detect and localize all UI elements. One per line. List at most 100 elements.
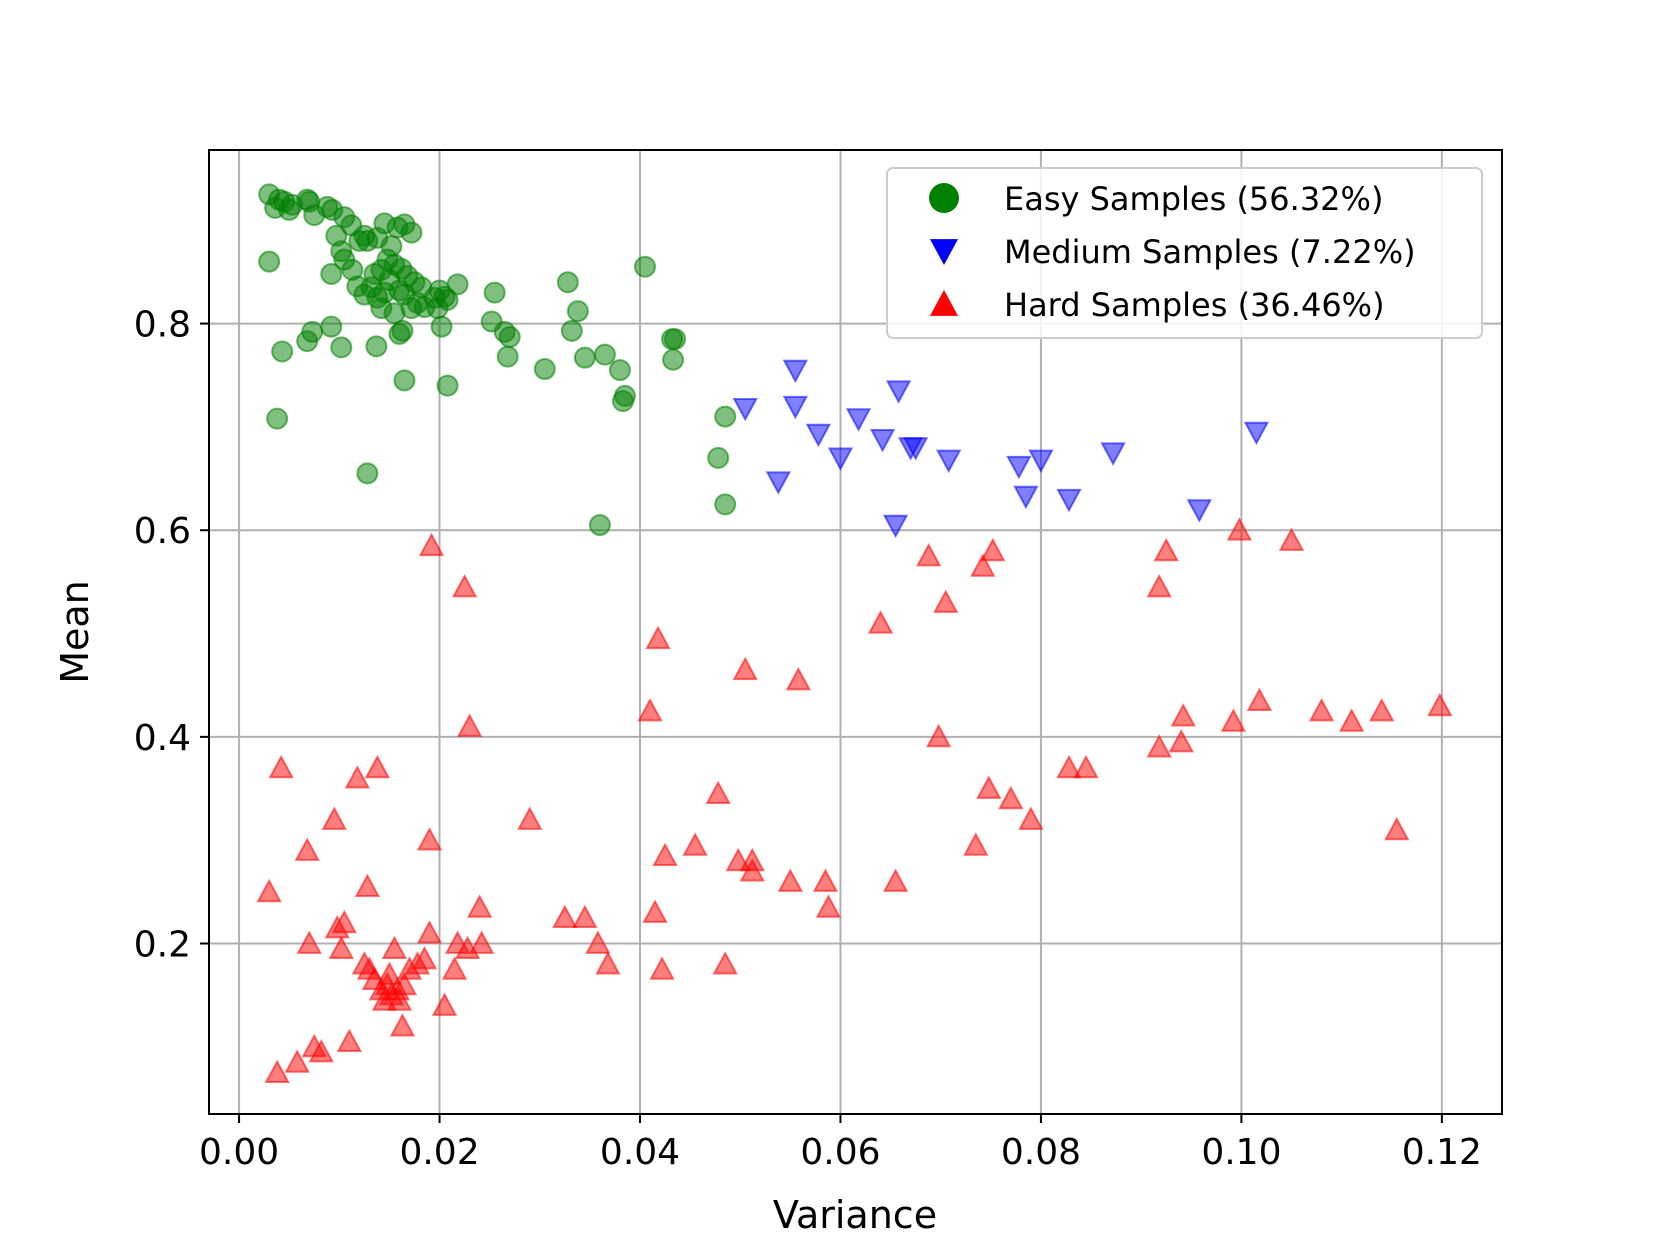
data-points xyxy=(256,183,1453,1084)
hard-sample-point xyxy=(468,930,495,954)
medium-sample-point xyxy=(902,437,929,461)
y-tick-label: 0.8 xyxy=(134,305,191,346)
x-tick-label: 0.02 xyxy=(399,1132,479,1173)
hard-sample-point xyxy=(389,1013,416,1037)
easy-sample-point xyxy=(714,493,737,516)
y-axis-ticks: 0.2 0.4 0.6 0.8 xyxy=(134,305,209,966)
hard-sample-point xyxy=(1226,517,1253,541)
legend-marker-hard xyxy=(930,290,958,316)
hard-sample-point xyxy=(431,992,458,1016)
medium-sample-point xyxy=(1243,421,1270,446)
legend-label-hard: Hard Samples (36.46%) xyxy=(1004,286,1385,324)
medium-sample-point xyxy=(1013,485,1039,510)
x-tick-label: 0.10 xyxy=(1201,1132,1281,1173)
easy-sample-point xyxy=(556,271,579,294)
easy-sample-point xyxy=(430,315,453,338)
axes-frame xyxy=(208,149,1503,1115)
x-tick-label: 0.12 xyxy=(1402,1132,1482,1173)
hard-sample-point xyxy=(1146,573,1172,598)
medium-sample-point xyxy=(827,447,854,472)
hard-sample-point xyxy=(980,537,1006,562)
hard-sample-point xyxy=(976,775,1002,799)
hard-sample-point xyxy=(1220,708,1247,732)
medium-sample-point xyxy=(1028,449,1054,474)
x-tick-label: 0.08 xyxy=(1001,1132,1081,1173)
hard-sample-point xyxy=(812,868,839,892)
x-tick-label: 0.04 xyxy=(600,1132,680,1173)
hard-sample-point xyxy=(998,785,1024,810)
hard-sample-point xyxy=(418,532,445,557)
medium-sample-point xyxy=(782,359,809,384)
hard-sample-point xyxy=(732,656,758,681)
easy-sample-point xyxy=(634,255,657,278)
medium-sample-point xyxy=(1006,455,1032,480)
y-tick-label: 0.6 xyxy=(134,511,191,552)
hard-sample-point xyxy=(331,909,357,934)
hard-sample-point xyxy=(256,878,282,903)
hard-sample-point xyxy=(649,956,675,980)
hard-sample-point xyxy=(1369,697,1395,722)
hard-sample-point xyxy=(321,806,347,830)
hard-sample-point xyxy=(336,1028,363,1053)
hard-sample-point xyxy=(308,1038,334,1063)
hard-sample-point xyxy=(682,832,708,856)
hard-sample-point xyxy=(466,894,493,918)
medium-sample-point xyxy=(732,397,758,422)
hard-sample-point xyxy=(705,780,731,805)
hard-sample-point xyxy=(926,723,952,748)
hard-sample-point xyxy=(1073,754,1099,779)
hard-sample-point xyxy=(815,894,842,918)
hard-sample-point xyxy=(652,842,678,867)
hard-sample-point xyxy=(344,765,371,789)
hard-sample-point xyxy=(264,1059,290,1084)
easy-sample-point xyxy=(483,281,506,304)
hard-sample-point xyxy=(642,899,668,923)
hard-sample-point xyxy=(364,754,391,779)
hard-sample-point xyxy=(1168,728,1194,753)
hard-sample-point xyxy=(1427,692,1453,717)
hard-sample-point xyxy=(970,553,996,577)
hard-sample-point xyxy=(867,610,894,634)
hard-sample-point xyxy=(785,666,812,691)
medium-sample-point xyxy=(1100,442,1126,466)
y-tick-label: 0.2 xyxy=(134,925,191,966)
easy-sample-point xyxy=(714,405,737,428)
medium-sample-point xyxy=(805,423,832,448)
hard-sample-point xyxy=(712,951,738,975)
hard-sample-point xyxy=(386,987,413,1011)
easy-sample-point xyxy=(330,336,353,359)
easy-sample-point xyxy=(593,343,616,366)
easy-sample-point xyxy=(301,320,324,343)
medium-sample-point xyxy=(765,471,791,495)
legend-label-medium: Medium Samples (7.22%) xyxy=(1004,233,1416,271)
hard-sample-point xyxy=(1018,806,1044,830)
hard-sample-point xyxy=(777,868,804,892)
hard-sample-point xyxy=(637,697,663,722)
medium-sample-point xyxy=(1186,499,1212,523)
easy-sample-point xyxy=(271,340,294,363)
hard-sample-point xyxy=(1308,697,1335,722)
easy-sample-point xyxy=(498,326,521,349)
easy-sample-point xyxy=(566,300,589,323)
hard-sample-point xyxy=(1338,708,1365,732)
x-axis-ticks: 0.00 0.02 0.04 0.06 0.08 0.10 0.12 xyxy=(199,1114,1482,1173)
hard-sample-point xyxy=(1170,703,1196,727)
hard-sample-point xyxy=(294,837,320,861)
hard-sample-point xyxy=(1146,734,1172,758)
hard-sample-point xyxy=(328,935,354,960)
easy-sample-point xyxy=(333,248,356,271)
hard-sample-point xyxy=(456,713,483,737)
medium-sample-point xyxy=(845,408,872,432)
hard-sample-point xyxy=(284,1049,310,1073)
easy-sample-point xyxy=(320,315,343,338)
easy-sample-point xyxy=(320,262,343,285)
medium-sample-point xyxy=(885,380,912,404)
easy-sample-point xyxy=(707,446,730,469)
easy-sample-point xyxy=(400,221,423,244)
hard-sample-point xyxy=(268,754,294,779)
hard-sample-point xyxy=(585,930,611,954)
easy-sample-point xyxy=(613,384,636,407)
x-axis-label: Variance xyxy=(773,1193,937,1237)
hard-sample-point xyxy=(376,961,403,985)
medium-sample-point xyxy=(936,449,962,474)
